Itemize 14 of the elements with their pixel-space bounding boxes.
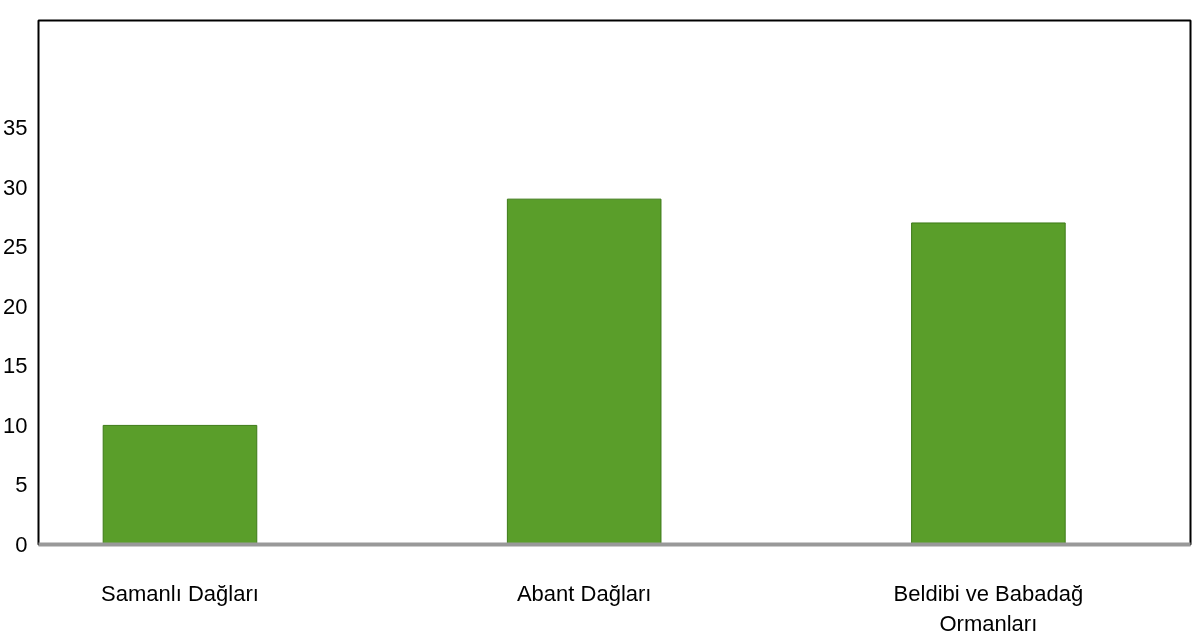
y-tick-label: 25 bbox=[3, 234, 28, 260]
y-tick-label: 0 bbox=[15, 532, 28, 557]
bar bbox=[506, 198, 662, 545]
y-tick-label: 10 bbox=[3, 412, 28, 438]
x-tick-label: Samanlı Dağları bbox=[101, 580, 259, 606]
y-tick-label: 30 bbox=[3, 174, 28, 200]
y-tick-label: 20 bbox=[3, 293, 28, 319]
bar bbox=[102, 424, 258, 545]
x-tick-label: Abant Dağları bbox=[516, 580, 652, 606]
y-tick-label: 15 bbox=[3, 353, 28, 379]
bar bbox=[911, 222, 1066, 545]
y-tick-label: 5 bbox=[15, 472, 28, 498]
y-tick-label: 35 bbox=[3, 115, 28, 141]
x-tick-label: Beldibi ve Babadağ Ormanları bbox=[893, 580, 1084, 636]
